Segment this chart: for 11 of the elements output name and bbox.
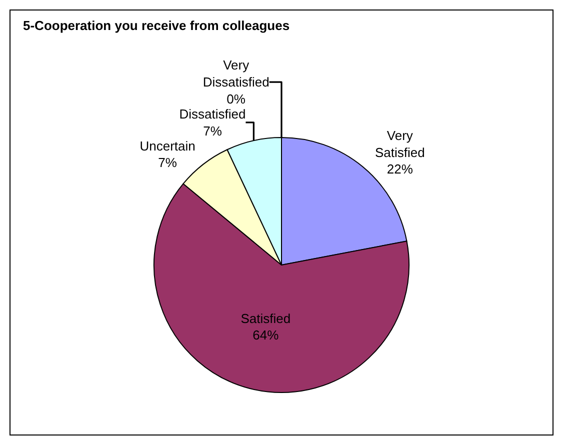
slice-label: Uncertain xyxy=(140,138,196,154)
data-label: 64% xyxy=(252,328,280,343)
slice-label: Satisfied xyxy=(240,310,291,326)
data-label: 22% xyxy=(386,162,414,177)
text: 0% xyxy=(226,91,246,106)
data-label: 7% xyxy=(158,155,178,170)
data-label: 7% xyxy=(203,123,222,138)
slice-label: Very Satisfied xyxy=(374,128,425,160)
slice-label: Dissatisfied xyxy=(179,106,246,122)
chart-title: 5-Cooperation you receive from colleagues xyxy=(23,18,290,33)
category-label: Very Dissatisfied xyxy=(202,58,270,90)
